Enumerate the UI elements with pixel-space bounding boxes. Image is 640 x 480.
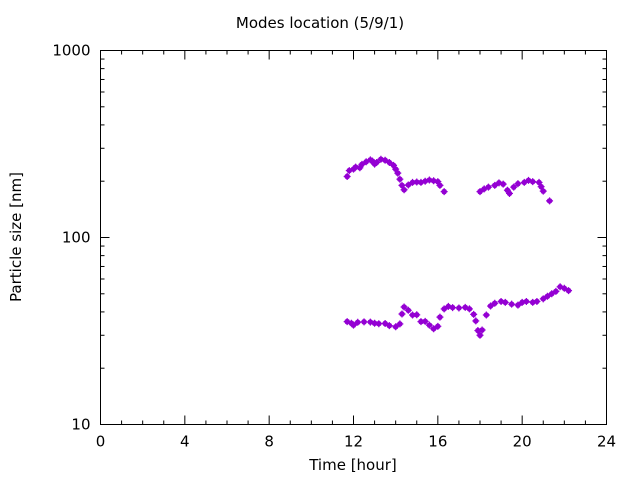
x-tick-label: 12 xyxy=(344,433,363,451)
data-point xyxy=(449,304,457,312)
data-point xyxy=(548,290,556,298)
x-tick-label: 16 xyxy=(428,433,447,451)
data-point xyxy=(392,323,400,331)
data-point xyxy=(552,287,560,295)
data-point xyxy=(425,321,433,329)
data-point xyxy=(398,310,406,318)
data-point xyxy=(375,320,383,328)
data-point xyxy=(546,197,554,205)
data-point xyxy=(373,158,381,166)
data-point xyxy=(394,169,402,177)
data-point xyxy=(508,300,516,308)
data-point xyxy=(522,297,530,305)
data-point xyxy=(343,172,351,180)
data-point xyxy=(476,188,484,196)
data-point xyxy=(413,311,421,319)
data-point xyxy=(396,175,404,183)
data-point xyxy=(381,156,389,164)
data-point xyxy=(413,178,421,186)
data-point xyxy=(400,303,408,311)
x-tick-label: 8 xyxy=(264,433,274,451)
data-point xyxy=(465,305,473,313)
data-point xyxy=(529,178,537,186)
data-point xyxy=(400,186,408,194)
data-point xyxy=(398,181,406,189)
data-point xyxy=(440,305,448,313)
data-point xyxy=(476,331,484,339)
data-point xyxy=(470,310,478,318)
data-point xyxy=(487,302,495,310)
x-tick-label: 24 xyxy=(597,433,616,451)
data-point xyxy=(404,306,412,314)
axis-ticks xyxy=(100,50,607,425)
data-point xyxy=(472,317,480,325)
data-point xyxy=(501,298,509,306)
x-tick-label: 20 xyxy=(513,433,532,451)
data-point xyxy=(436,313,444,321)
data-point xyxy=(539,295,547,303)
data-point xyxy=(396,320,404,328)
chart-title: Modes location (5/9/1) xyxy=(235,14,405,32)
plot-area-frame xyxy=(100,50,607,425)
data-point xyxy=(354,318,362,326)
data-point xyxy=(506,189,514,197)
data-point xyxy=(404,181,412,189)
data-point xyxy=(510,183,518,191)
data-point xyxy=(537,183,545,191)
data-point xyxy=(360,318,368,326)
data-point xyxy=(358,160,366,168)
data-point xyxy=(539,187,547,195)
data-point xyxy=(543,292,551,300)
y-tick-label: 1000 xyxy=(52,42,90,60)
data-point xyxy=(478,326,486,334)
x-tick-label: 4 xyxy=(180,433,190,451)
data-point xyxy=(350,321,357,329)
tick-labels: 0 4 8 12 16 20 24 10 100 1000 xyxy=(52,42,616,451)
data-point xyxy=(491,299,499,307)
data-point xyxy=(385,158,393,166)
x-axis-label: Time [hour] xyxy=(309,456,397,474)
data-point xyxy=(409,311,417,319)
data-point xyxy=(484,183,492,191)
data-point xyxy=(421,317,429,325)
data-point xyxy=(455,304,463,312)
data-point xyxy=(560,284,568,292)
data-point xyxy=(535,178,543,186)
data-points xyxy=(343,155,573,339)
x-tick-label: 0 xyxy=(96,433,106,451)
data-point xyxy=(385,322,393,330)
data-point xyxy=(381,319,389,327)
data-point xyxy=(499,180,507,188)
data-point xyxy=(434,322,442,330)
data-point xyxy=(482,311,490,319)
data-point xyxy=(491,181,499,189)
data-point xyxy=(514,301,522,309)
y-tick-label: 10 xyxy=(71,416,90,434)
data-point xyxy=(430,325,438,333)
data-point xyxy=(533,297,541,305)
data-point xyxy=(565,287,573,295)
y-tick-label: 100 xyxy=(62,229,91,247)
data-point xyxy=(436,181,444,189)
data-point xyxy=(440,188,448,196)
data-point xyxy=(514,180,522,188)
